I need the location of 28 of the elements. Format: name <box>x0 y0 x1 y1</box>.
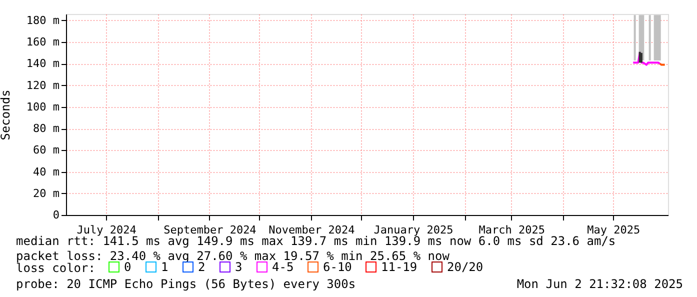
legend-title: loss color: <box>16 261 96 275</box>
legend-label: 3 <box>235 260 242 274</box>
legend-label: 4-5 <box>272 260 294 274</box>
y-tick-label: 0 <box>52 208 60 222</box>
x-tick-label: May 2025 <box>587 224 640 236</box>
text: Mon Jun 2 21:32:08 2025 <box>516 277 683 291</box>
y-tick-label: 180 m <box>26 14 60 27</box>
y-tick-label: 40 m <box>33 165 60 178</box>
x-tick-label: November 2024 <box>268 224 356 236</box>
x-tick-label: January 2025 <box>374 224 454 236</box>
legend-label: 11-19 <box>381 260 418 274</box>
text: probe: 20 ICMP Echo Pings (56 Bytes) every 300s <box>16 277 356 291</box>
y-tick-label: 80 m <box>33 122 60 136</box>
legend-label: 20/20 <box>447 260 484 274</box>
legend-label: 1 <box>161 260 168 274</box>
y-tick-label: 100 m <box>26 100 60 114</box>
y-tick-label: 120 m <box>26 78 60 92</box>
x-tick-label: July 2024 <box>76 224 137 236</box>
legend-label: 6-10 <box>323 260 352 274</box>
legend-label: 2 <box>198 260 206 274</box>
y-tick-label: 60 m <box>33 144 60 157</box>
y-axis-title: Seconds <box>0 90 12 140</box>
legend-label: 0 <box>124 260 132 274</box>
x-tick-label: March 2025 <box>478 224 545 236</box>
x-tick-label: September 2024 <box>164 224 257 236</box>
y-tick-label: 160 m <box>26 36 60 49</box>
y-tick-label: 140 m <box>26 57 60 70</box>
y-tick-label: 20 m <box>33 186 60 200</box>
